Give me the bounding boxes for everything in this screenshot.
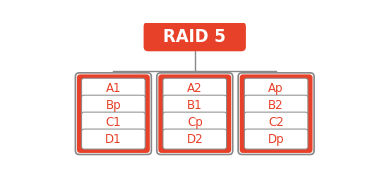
FancyBboxPatch shape: [144, 22, 246, 51]
Text: B1: B1: [187, 99, 203, 112]
FancyBboxPatch shape: [163, 129, 226, 149]
FancyBboxPatch shape: [157, 73, 233, 154]
Text: D2: D2: [187, 133, 203, 146]
FancyBboxPatch shape: [82, 129, 145, 149]
FancyBboxPatch shape: [77, 74, 150, 153]
Text: RAID 5: RAID 5: [163, 28, 226, 46]
Text: C1: C1: [106, 116, 121, 129]
FancyBboxPatch shape: [163, 95, 226, 115]
Text: A1: A1: [106, 82, 121, 95]
FancyBboxPatch shape: [158, 74, 231, 153]
FancyBboxPatch shape: [240, 74, 312, 153]
FancyBboxPatch shape: [82, 95, 145, 115]
FancyBboxPatch shape: [163, 112, 226, 132]
Text: D1: D1: [105, 133, 122, 146]
Text: A2: A2: [187, 82, 203, 95]
Text: Ap: Ap: [268, 82, 284, 95]
FancyBboxPatch shape: [163, 78, 226, 98]
Text: Cp: Cp: [187, 116, 203, 129]
FancyBboxPatch shape: [244, 95, 308, 115]
FancyBboxPatch shape: [244, 78, 308, 98]
Text: B2: B2: [268, 99, 284, 112]
FancyBboxPatch shape: [238, 73, 314, 154]
FancyBboxPatch shape: [82, 78, 145, 98]
Text: Bp: Bp: [106, 99, 121, 112]
Text: C2: C2: [268, 116, 284, 129]
FancyBboxPatch shape: [244, 129, 308, 149]
FancyBboxPatch shape: [82, 112, 145, 132]
Text: Dp: Dp: [268, 133, 285, 146]
FancyBboxPatch shape: [244, 112, 308, 132]
FancyBboxPatch shape: [75, 73, 151, 154]
